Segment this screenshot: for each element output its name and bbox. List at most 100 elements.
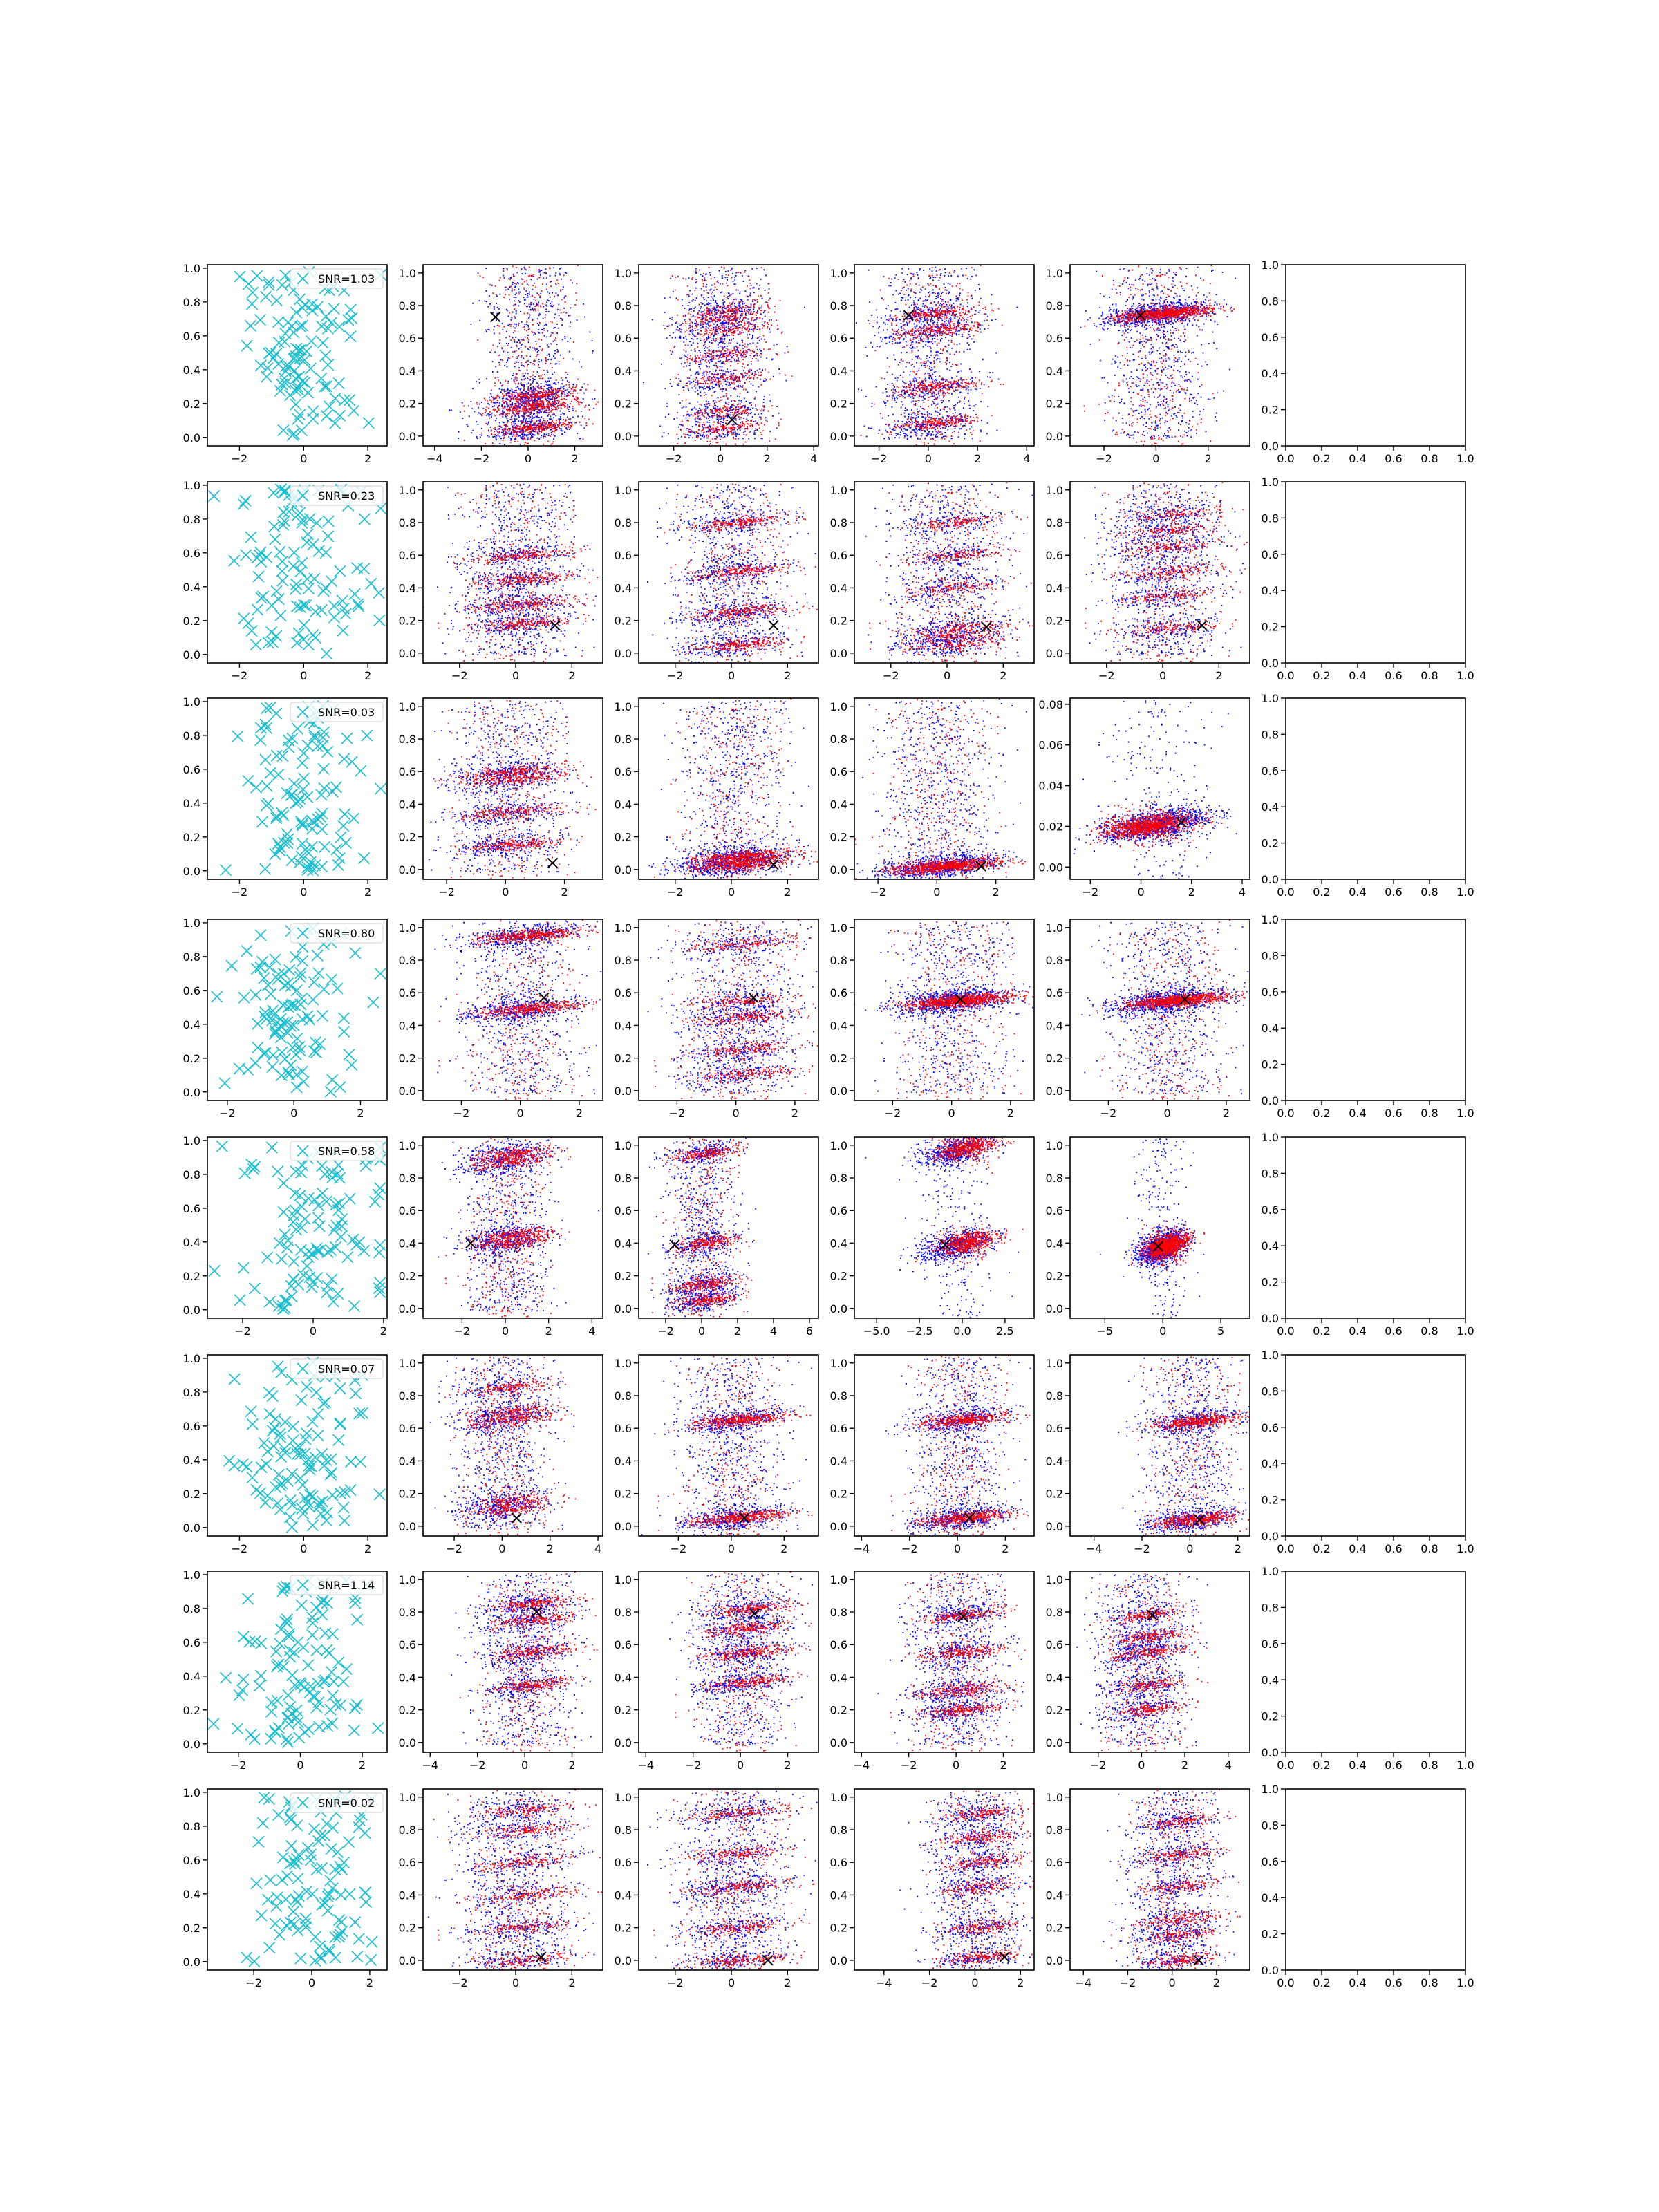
red-point	[701, 383, 702, 384]
blue-point	[498, 308, 500, 310]
blue-point	[501, 432, 503, 433]
blue-point	[582, 416, 583, 418]
blue-point	[762, 324, 763, 325]
red-point	[689, 358, 691, 359]
red-point	[538, 270, 539, 271]
blue-point	[516, 341, 518, 343]
red-point	[733, 433, 735, 435]
red-point	[534, 297, 536, 298]
blue-point	[722, 373, 724, 375]
blue-point	[725, 380, 727, 382]
red-point	[686, 400, 687, 401]
red-point	[699, 426, 700, 427]
blue-point	[528, 438, 529, 439]
red-point	[563, 312, 565, 313]
blue-point	[698, 310, 700, 312]
blue-point	[513, 305, 514, 306]
blue-point	[670, 278, 671, 279]
red-point	[722, 412, 723, 413]
blue-point	[547, 330, 548, 332]
red-point	[577, 401, 579, 402]
red-point	[530, 310, 532, 311]
blue-point	[544, 374, 545, 375]
blue-point	[691, 430, 692, 431]
red-point	[527, 423, 528, 424]
blue-point	[731, 361, 732, 362]
red-point	[740, 308, 741, 309]
blue-point	[749, 334, 751, 335]
red-point	[710, 319, 711, 320]
blue-point	[673, 332, 674, 334]
red-point	[568, 384, 570, 386]
blue-point	[704, 299, 705, 300]
red-point	[541, 400, 543, 402]
red-point	[753, 306, 755, 308]
red-point	[731, 383, 733, 384]
blue-point	[726, 323, 727, 324]
blue-point	[527, 426, 529, 427]
blue-point	[706, 431, 708, 433]
red-point	[702, 319, 703, 320]
red-point	[758, 372, 759, 373]
blue-point	[496, 418, 497, 419]
blue-point	[543, 435, 545, 437]
red-point	[754, 319, 756, 320]
blue-point	[695, 388, 697, 389]
blue-point	[504, 365, 505, 366]
blue-point	[701, 288, 702, 290]
blue-point	[753, 385, 754, 386]
red-point	[516, 401, 517, 402]
red-point	[719, 369, 720, 371]
red-point	[579, 389, 581, 391]
blue-point	[704, 277, 705, 279]
red-point	[561, 405, 562, 406]
red-point	[751, 318, 752, 319]
blue-point	[488, 421, 489, 422]
red-point	[518, 404, 520, 406]
red-point	[708, 418, 709, 419]
blue-point	[532, 390, 534, 391]
red-point	[538, 294, 539, 296]
red-point	[746, 421, 747, 422]
red-point	[537, 413, 538, 414]
blue-point	[691, 344, 692, 346]
red-point	[726, 413, 727, 414]
red-point	[514, 308, 516, 310]
blue-point	[521, 344, 522, 346]
blue-point	[722, 391, 723, 392]
blue-point	[688, 429, 690, 430]
blue-point	[702, 375, 703, 376]
blue-point	[706, 374, 707, 375]
blue-point	[673, 291, 674, 292]
blue-point	[504, 444, 505, 445]
red-point	[686, 415, 687, 416]
blue-point	[708, 401, 709, 402]
blue-point	[561, 268, 562, 269]
blue-point	[720, 355, 722, 356]
red-point	[727, 431, 729, 432]
red-point	[701, 378, 702, 379]
blue-point	[557, 388, 559, 389]
blue-point	[738, 386, 739, 388]
blue-point	[742, 405, 744, 406]
red-point	[734, 384, 735, 385]
red-point	[496, 294, 497, 295]
red-point	[556, 389, 558, 391]
blue-point	[526, 384, 527, 385]
red-point	[527, 432, 529, 433]
blue-point	[523, 420, 524, 421]
blue-point	[524, 326, 525, 328]
blue-point	[703, 359, 704, 360]
red-point	[532, 409, 533, 410]
blue-point	[731, 400, 732, 402]
red-point	[742, 413, 743, 414]
red-point	[729, 432, 730, 433]
blue-point	[745, 401, 747, 402]
blue-point	[704, 313, 705, 315]
blue-point	[561, 428, 562, 429]
red-point	[726, 424, 727, 426]
blue-point	[570, 307, 572, 308]
red-point	[733, 323, 734, 324]
red-point	[735, 444, 736, 445]
red-point	[510, 442, 512, 443]
